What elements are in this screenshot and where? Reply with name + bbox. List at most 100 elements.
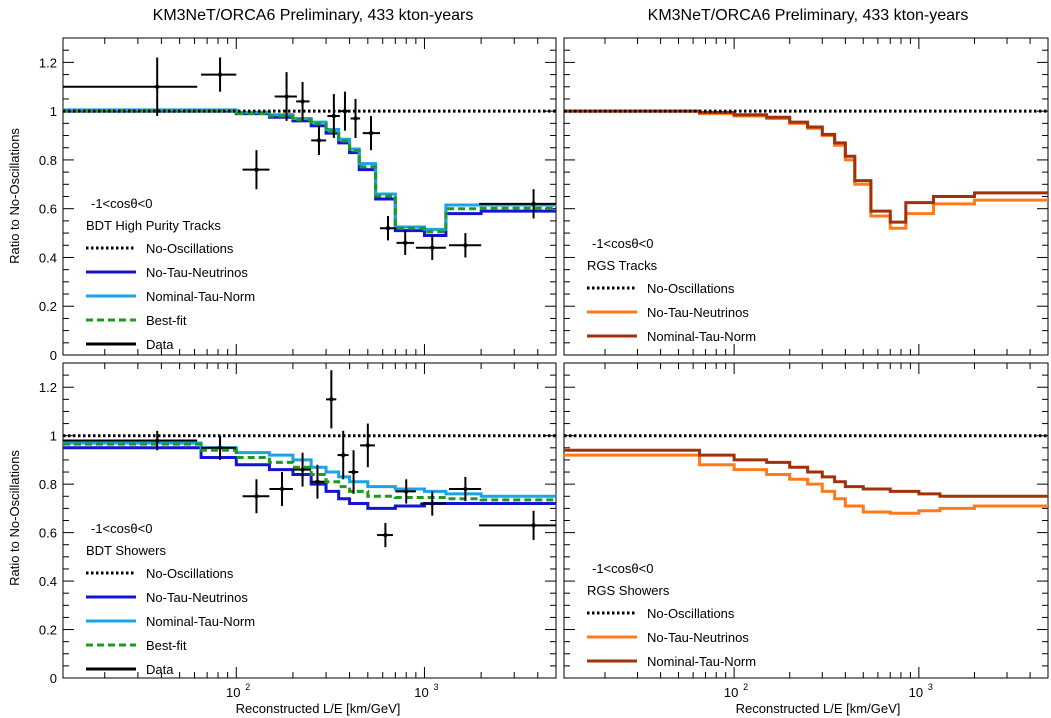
data-point <box>296 82 309 121</box>
panel-top-left: 0 0.2 0.4 0.6 0.8 1 1.2 -1<cosθ<0 BDT High Purit… <box>39 38 556 363</box>
data-marker <box>366 443 370 447</box>
data-marker <box>317 138 321 142</box>
legend-label-nominal-tau-norm: Nominal-Tau-Norm <box>146 614 255 629</box>
data-point <box>340 92 350 131</box>
data-marker <box>430 246 434 250</box>
title-left: KM3NeT/ORCA6 Preliminary, 433 kton-years <box>153 7 474 24</box>
data-marker <box>329 397 333 401</box>
y-tick-label: 0 <box>50 348 57 363</box>
legend-subheader: RGS Showers <box>587 583 670 598</box>
y-tick-label: 0.6 <box>39 202 57 217</box>
y-tick-label: 1.2 <box>39 380 57 395</box>
data-marker <box>463 243 467 247</box>
data-marker <box>218 446 222 450</box>
legend: -1<cosθ<0 RGS Showers No-Oscillations No-Ta… <box>587 561 756 669</box>
legend-label-no-tau-neutrinos: No-Tau-Neutrinos <box>647 305 749 320</box>
y-tick-label: 0.4 <box>39 250 57 265</box>
data-marker <box>315 480 319 484</box>
data-marker <box>284 94 288 98</box>
legend-header: -1<cosθ<0 <box>91 521 152 536</box>
legend-label-no-oscillations: No-Oscillations <box>647 281 735 296</box>
y-tick-label: 1.2 <box>39 55 57 70</box>
data-point <box>293 453 311 487</box>
ylabel-top: Ratio to No-Oscillations <box>7 128 22 264</box>
data-marker <box>430 501 434 505</box>
data-marker <box>218 72 222 76</box>
data-point <box>396 231 414 255</box>
data-point <box>326 370 336 428</box>
y-tick-label: 0 <box>50 671 57 686</box>
legend-subheader: BDT Showers <box>86 543 166 558</box>
y-tick-label: 0.4 <box>39 574 57 589</box>
data-marker <box>351 470 355 474</box>
legend-label-nominal-tau-norm: Nominal-Tau-Norm <box>146 289 255 304</box>
series-no-tau-neutrinos <box>564 455 1048 513</box>
series-best-fit <box>63 444 556 500</box>
data-marker <box>383 533 387 537</box>
panel-top-right: -1<cosθ<0RGS TracksNo-OscillationsNo-Tau… <box>564 38 1048 355</box>
xlabel-left: Reconstructed L/E [km/GeV] <box>236 701 401 716</box>
legend-label-best-fit: Best-fit <box>146 313 187 328</box>
legend-label-no-oscillations: No-Oscillations <box>146 566 234 581</box>
data-marker <box>343 109 347 113</box>
legend: -1<cosθ<0 RGS Tracks No-Oscillations No-Tau… <box>587 236 756 344</box>
data-point <box>420 491 446 515</box>
legend-label-no-tau-neutrinos: No-Tau-Neutrinos <box>146 590 248 605</box>
data-point <box>349 450 359 494</box>
legend-header: -1<cosθ<0 <box>91 196 152 211</box>
data-marker <box>155 438 159 442</box>
legend: -1<cosθ<0 BDT Showers No-Oscillations No-Ta… <box>86 521 255 677</box>
y-tick-label: 1 <box>50 104 57 119</box>
x-tick-label-exponent: 2 <box>245 682 250 692</box>
legend-label-no-tau-neutrinos: No-Tau-Neutrinos <box>647 630 749 645</box>
ylabel-bottom: Ratio to No-Oscillations <box>7 450 22 586</box>
series-nominal-tau-norm <box>564 450 1048 496</box>
data-point <box>377 523 393 547</box>
data-marker <box>404 489 408 493</box>
data-point <box>416 236 446 260</box>
legend-header: -1<cosθ<0 <box>592 561 653 576</box>
title-right: KM3NeT/ORCA6 Preliminary, 433 kton-years <box>648 7 969 24</box>
data-point <box>360 424 375 468</box>
data-marker <box>155 85 159 89</box>
data-point <box>479 511 556 540</box>
legend-label-data: Data <box>146 662 174 677</box>
panels-group: 0 0.2 0.4 0.6 0.8 1 1.2 -1<cosθ<0 BDT High Purit… <box>39 38 1048 700</box>
legend-label-nominal-tau-norm: Nominal-Tau-Norm <box>647 329 756 344</box>
y-tick-label: 0.2 <box>39 623 57 638</box>
data-marker <box>341 453 345 457</box>
panel-bottom-left: 0 0.2 0.4 0.6 0.8 1 1.2 10 2 10 3 -1<cosθ<0 BDT Show… <box>39 363 556 700</box>
data-point <box>479 189 556 218</box>
data-marker <box>300 467 304 471</box>
legend-label-no-oscillations: No-Oscillations <box>647 606 735 621</box>
y-tick-label: 0.8 <box>39 477 57 492</box>
legend-subheader: RGS Tracks <box>587 258 658 273</box>
data-marker <box>403 241 407 245</box>
data-marker <box>463 487 467 491</box>
legend-label-no-tau-neutrinos: No-Tau-Neutrinos <box>146 265 248 280</box>
legend-label-data: Data <box>146 337 174 352</box>
legend-label-best-fit: Best-fit <box>146 638 187 653</box>
x-tick-label-exponent: 3 <box>928 682 933 692</box>
data-marker <box>332 114 336 118</box>
x-tick-label-base: 10 <box>414 685 428 700</box>
legend-label-nominal-tau-norm: Nominal-Tau-Norm <box>647 654 756 669</box>
series-no-tau-neutrinos <box>63 111 556 235</box>
data-point <box>449 233 481 257</box>
series-nominal-tau-norm <box>564 111 1048 222</box>
y-tick-label: 0.8 <box>39 153 57 168</box>
data-point <box>201 58 236 92</box>
legend: -1<cosθ<0BDT High Purity TracksNo-Oscill… <box>86 196 255 352</box>
plot-frame <box>564 363 1048 678</box>
data-marker <box>369 131 373 135</box>
y-tick-label: 1 <box>50 429 57 444</box>
y-tick-label: 0.6 <box>39 526 57 541</box>
data-marker <box>353 116 357 120</box>
panel-bottom-right: 10 2 10 3 -1<cosθ<0 RGS Showers No-Oscillation… <box>564 363 1048 700</box>
data-point <box>269 472 293 506</box>
data-marker <box>531 202 535 206</box>
data-point <box>351 99 361 138</box>
legend-label-no-oscillations: No-Oscillations <box>146 241 234 256</box>
data-point <box>311 465 325 499</box>
